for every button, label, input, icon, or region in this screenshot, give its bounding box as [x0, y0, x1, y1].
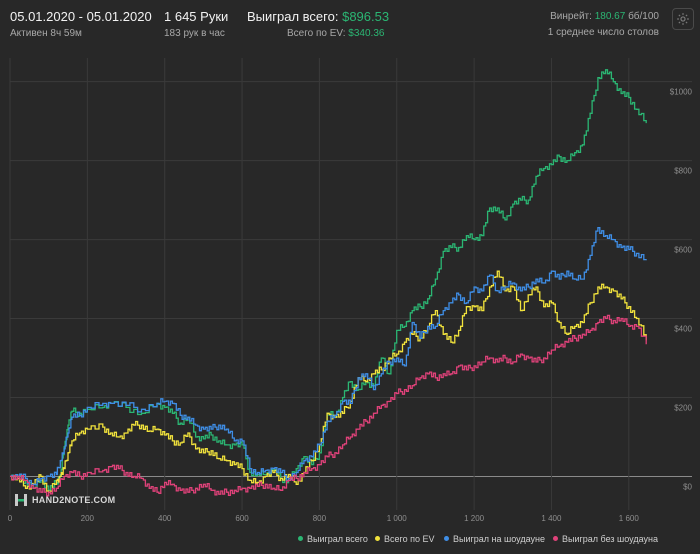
legend-dot-won — [298, 536, 303, 542]
ev-total-label: Всего по EV: — [287, 28, 346, 39]
winrate-unit: бб/100 — [628, 11, 659, 22]
y-tick-label: $600 — [674, 246, 692, 255]
x-tick-label: 400 — [158, 514, 172, 523]
tables-average: 1 среднее число столов — [547, 27, 659, 38]
series-line — [10, 314, 647, 497]
legend-item-ev[interactable]: Всего по EV — [375, 534, 434, 544]
x-tick-label: 200 — [81, 514, 95, 523]
x-tick-label: 1 400 — [541, 514, 562, 523]
y-tick-label: $0 — [683, 482, 692, 491]
gear-icon — [677, 13, 689, 25]
settings-button[interactable] — [672, 8, 694, 30]
x-tick-label: 0 — [8, 514, 13, 523]
hand2note-logo: HAND2NOTE.COM — [14, 492, 115, 508]
legend-label-ev: Всего по EV — [384, 534, 435, 544]
legend-dot-ev — [375, 536, 380, 542]
x-tick-label: 800 — [313, 514, 327, 523]
won-total-label: Выиграл всего: — [247, 9, 339, 24]
legend-label-showdown: Выиграл на шоудауне — [453, 534, 545, 544]
series-line — [10, 227, 647, 487]
won-total-value: $896.53 — [342, 9, 390, 24]
x-tick-label: 600 — [235, 514, 249, 523]
ev-total: Всего по EV: $340.36 — [287, 28, 384, 39]
y-tick-label: $400 — [674, 325, 692, 334]
winrate: Винрейт: 180.67 бб/100 — [550, 11, 659, 22]
stats-header: 05.01.2020 - 05.01.2020 Активен 8ч 59м 1… — [0, 0, 700, 50]
legend-item-non-showdown[interactable]: Выиграл без шоудауна — [553, 534, 658, 544]
x-tick-label: 1 200 — [464, 514, 485, 523]
y-tick-label: $800 — [674, 167, 692, 176]
legend-dot-non-showdown — [553, 536, 558, 542]
legend-label-won: Выиграл всего — [307, 534, 368, 544]
active-time: Активен 8ч 59м — [10, 28, 82, 39]
ev-total-value: $340.36 — [348, 28, 385, 39]
y-tick-label: $1000 — [670, 88, 693, 97]
x-tick-label: 1 600 — [619, 514, 640, 523]
winrate-label: Винрейт: — [550, 11, 592, 22]
legend-item-showdown[interactable]: Выиграл на шоудауне — [444, 534, 545, 544]
x-tick-label: 1 000 — [387, 514, 408, 523]
hands-per-hour: 183 рук в час — [164, 28, 225, 39]
legend-label-non-showdown: Выиграл без шоудауна — [562, 534, 658, 544]
won-total: Выиграл всего: $896.53 — [247, 9, 389, 24]
hand2note-logo-icon — [15, 494, 27, 506]
series-line — [10, 270, 647, 493]
logo-text: HAND2NOTE.COM — [32, 495, 116, 505]
hands-count: 1 645 Руки — [164, 9, 229, 24]
y-tick-label: $200 — [674, 403, 692, 412]
legend-dot-showdown — [444, 536, 449, 542]
profit-chart: $0 $200 $400 $600 $800 $1000 0 200 400 600 800 1 00… — [8, 58, 693, 523]
winrate-value: 180.67 — [594, 11, 626, 22]
legend-item-won[interactable]: Выиграл всего — [298, 534, 368, 544]
date-range: 05.01.2020 - 05.01.2020 — [10, 9, 152, 24]
